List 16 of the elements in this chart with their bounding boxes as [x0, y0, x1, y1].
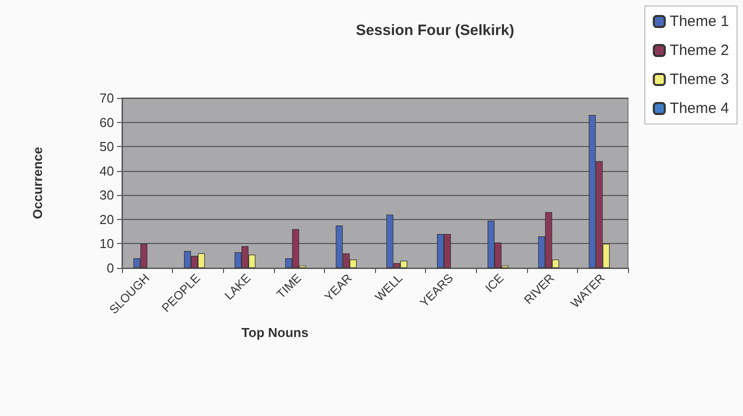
y-tick-label: 40 [100, 163, 114, 178]
y-tick-label: 10 [100, 236, 114, 252]
y-axis-title: Occurrence [30, 146, 45, 220]
legend-label: Theme 2 [670, 42, 730, 59]
y-tick-label: 0 [106, 260, 114, 276]
legend-label: Theme 3 [670, 71, 730, 88]
x-tick-label: ICE [482, 271, 506, 296]
legend-label: Theme 4 [670, 100, 730, 117]
y-tick-label: 20 [100, 212, 114, 227]
y-tick-label: 70 [100, 90, 114, 106]
chart-title: Session Four (Selkirk) [356, 22, 514, 39]
y-tick-label: 50 [100, 139, 114, 154]
legend-label: Theme 1 [670, 13, 730, 30]
y-tick-label: 30 [100, 188, 114, 203]
x-axis-title: Top Nouns [242, 325, 308, 340]
y-tick-label: 60 [100, 114, 114, 130]
